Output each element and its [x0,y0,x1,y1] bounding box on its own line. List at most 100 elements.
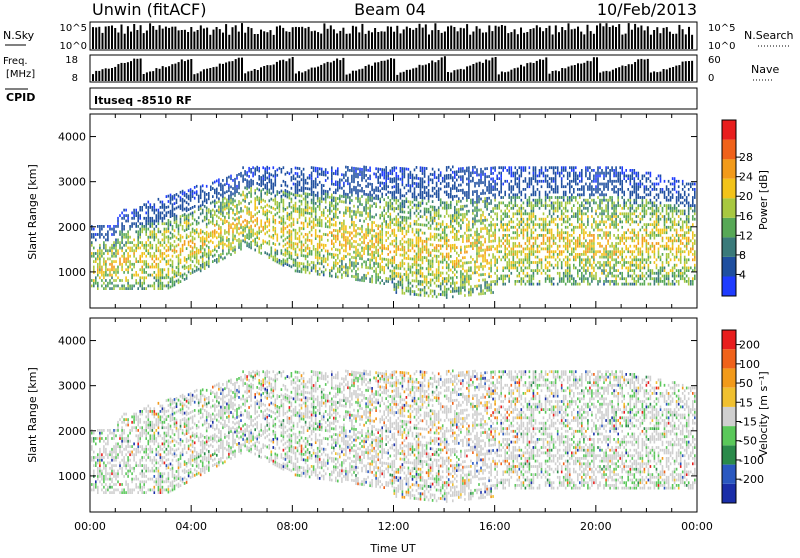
power-cell [180,223,182,226]
power-cell [275,254,277,257]
power-cell [97,266,99,269]
power-cell [222,203,224,206]
power-cell [228,222,230,225]
power-cell [365,209,367,212]
power-cell [385,247,387,250]
power-cell [232,222,234,225]
freq-bar [209,68,211,81]
power-cell [141,244,143,247]
power-cell [266,177,268,180]
power-cell [337,232,339,235]
power-cell [283,204,285,207]
power-cell [506,226,508,229]
power-cell [260,195,262,198]
power-cell [325,193,327,196]
power-cell [248,180,250,183]
power-cell [240,172,242,175]
power-cell [486,189,488,192]
power-cell [363,176,365,179]
power-cell [444,180,446,183]
power-cell [311,220,313,223]
power-cell [99,252,101,255]
power-cell [494,237,496,240]
power-cell [508,264,510,267]
power-cell [385,185,387,188]
power-cell [131,247,133,250]
power-cell [400,210,402,213]
power-cell [406,219,408,222]
power-cell [414,220,416,223]
power-cell [488,181,490,184]
power-cell [154,233,156,236]
freq-bar [396,75,398,81]
power-cell [511,199,513,202]
power-cell [208,260,210,263]
power-cell [379,214,381,217]
power-cell [517,169,519,172]
power-cell [152,285,154,288]
power-cell [295,242,297,245]
power-cell [406,192,408,195]
power-cell [97,225,99,228]
power-cell [244,238,246,241]
power-cell [176,199,178,202]
power-cell [188,257,190,260]
power-cell [258,175,260,178]
power-cell [422,283,424,286]
power-cell [137,220,139,223]
power-cell [194,232,196,235]
power-cell [139,230,141,233]
power-cell [206,209,208,212]
power-cell [214,213,216,216]
power-cell [458,222,460,225]
power-cell [311,201,313,204]
power-cell [93,260,95,263]
power-cell [289,191,291,194]
power-cell [105,268,107,271]
power-cell [494,261,496,264]
power-cell [355,270,357,273]
power-cell [194,237,196,240]
power-cell [176,266,178,269]
power-cell [371,216,373,219]
power-cell [446,212,448,215]
power-cell [424,291,426,294]
power-cell [170,280,172,283]
freq-bar [415,68,417,81]
power-cell [266,187,268,190]
power-cell [349,215,351,218]
power-cell [156,274,158,277]
power-cell [359,189,361,192]
power-cell [194,265,196,268]
power-cell [174,221,176,224]
power-cell [266,166,268,169]
power-cell [137,217,139,220]
power-cell [315,267,317,270]
power-cell [139,233,141,236]
power-cell [321,260,323,263]
power-cell [488,262,490,265]
power-cell [456,252,458,255]
power-cell [371,221,373,224]
power-cell [145,276,147,279]
power-cell [291,230,293,233]
power-cell [228,214,230,217]
power-cell [484,260,486,263]
power-cell [119,247,121,250]
power-cell [319,173,321,176]
power-cell [420,269,422,272]
power-cell [365,174,367,177]
power-cell [442,255,444,258]
power-cell [91,252,93,255]
power-cell [273,188,275,191]
power-cell [464,256,466,259]
power-cell [202,190,204,193]
power-cell [369,213,371,216]
power-cell [117,249,119,252]
power-cell [440,253,442,256]
power-cell [105,249,107,252]
power-cell [295,202,297,205]
power-cell [515,196,517,199]
power-cell [166,244,168,247]
power-cell [192,228,194,231]
